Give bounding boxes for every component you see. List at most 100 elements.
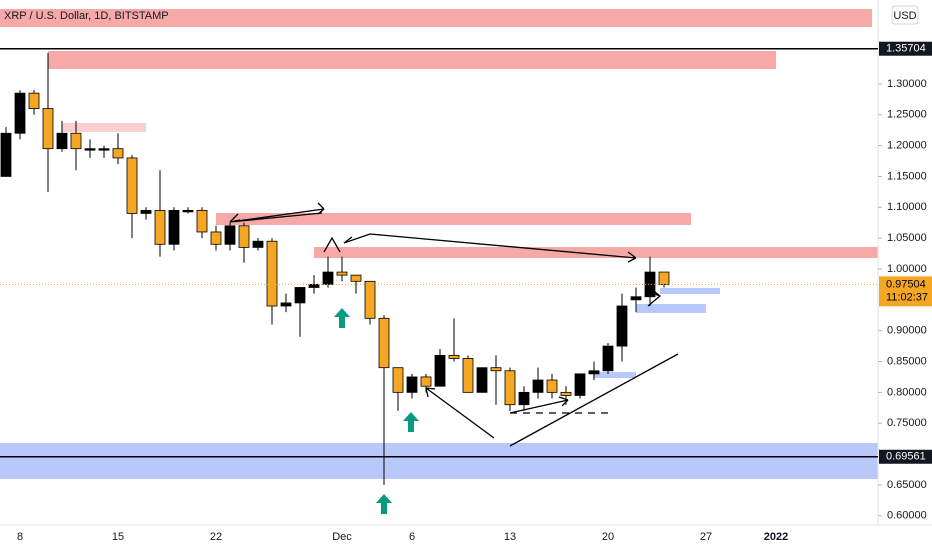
candle-body [658,271,670,285]
y-tick-label: 1.15000 [887,170,927,182]
zones [0,9,878,479]
last-price-box [879,276,932,307]
candle-body [84,148,96,151]
candle-body [336,271,348,276]
zone [593,372,636,378]
candle-body [630,296,642,301]
y-tick-label: 1.05000 [887,232,927,244]
y-tick-label: 1.25000 [887,109,927,121]
candle-body [532,379,544,393]
candle-body [434,354,446,387]
candle-body [308,284,320,288]
candle-body [420,376,432,387]
zone [48,51,776,69]
candle-body [476,367,488,393]
candle-body [518,391,530,406]
y-tick-label: 1.20000 [887,139,927,151]
candle-body [462,358,474,393]
candle-body [182,209,194,213]
currency-button-label[interactable]: USD [893,10,916,22]
price-label: 0.69561 [886,451,926,463]
candle-body [378,317,390,369]
zone [0,443,878,479]
trend-line [509,353,679,447]
chart-title: XRP / U.S. Dollar, 1D, BITSTAMP [4,10,169,22]
candle-body [392,367,404,393]
x-tick-label: 2022 [764,531,788,543]
y-tick-label: 1.00000 [887,263,927,275]
candle-body [252,240,264,248]
candle-body [140,209,152,214]
y-tick-label: 1.10000 [887,201,927,213]
candle-body [112,148,124,159]
y-tick-label: 1.30000 [887,78,927,90]
candle-body [168,209,180,245]
candle-body [490,367,502,372]
zone [660,288,720,294]
arrow [229,202,325,223]
candle-body [406,376,418,393]
candle-body [560,391,572,396]
candle-body [280,302,292,307]
x-tick-label: 20 [602,531,614,543]
candle-body [98,148,110,151]
currency-button[interactable] [891,5,919,25]
candle-body [0,132,12,177]
candle-body [504,370,516,406]
price-label-box [879,41,932,56]
candle-body [364,280,376,319]
arrow [229,213,241,223]
y-tick-label: 0.90000 [887,325,927,337]
y-tick-label: 0.75000 [887,417,927,429]
zone [216,213,691,225]
up-arrow [403,412,419,432]
zone [62,123,146,132]
candle-body [238,225,250,248]
candle-body [602,345,614,372]
candle-body [322,271,334,285]
candle-body [224,225,236,245]
price-label: 1.35704 [886,43,926,55]
arrow [323,236,353,253]
up-arrow [334,308,350,328]
zone [314,247,878,258]
candle-body [56,132,68,150]
candle-body [28,92,40,109]
candle-body [210,231,222,245]
y-tick-label: 0.80000 [887,386,927,398]
countdown-label: 11:02:37 [886,291,928,303]
candle-body [126,157,138,214]
arrow [509,396,569,414]
x-tick-label: 27 [700,531,712,543]
up-arrow [376,494,392,514]
y-tick-label: 0.85000 [887,355,927,367]
y-tick-label: 0.60000 [887,510,927,522]
last-price-label: 0.97504 [886,278,926,290]
arrow [343,233,637,263]
x-tick-label: 8 [17,531,23,543]
x-tick-label: 22 [210,531,222,543]
arrow [647,287,662,307]
candle-body [350,274,362,282]
x-tick-label: Dec [332,531,352,543]
candle-body [154,209,166,245]
y-tick-label: 0.65000 [887,479,927,491]
plot [0,53,670,485]
candle-body [70,132,82,150]
drawings [229,202,679,447]
candle-body [196,209,208,233]
candle-body [266,240,278,307]
x-tick-label: 6 [409,531,415,543]
x-tick-label: 13 [504,531,516,543]
candle-body [616,305,628,347]
candle-body [448,354,460,359]
candle-body [294,287,306,304]
signal-arrows [334,308,419,514]
candle-body [574,373,586,396]
candle-body [588,370,600,375]
x-tick-label: 15 [112,531,124,543]
candle-body [14,92,26,134]
zone [0,9,872,27]
zone [636,304,706,313]
